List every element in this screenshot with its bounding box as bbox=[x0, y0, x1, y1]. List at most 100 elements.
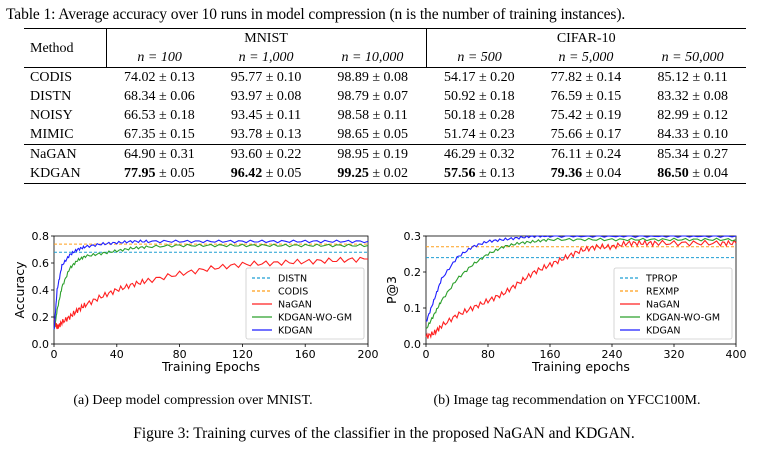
best-value: 86.50 bbox=[657, 166, 689, 181]
legend-label: KDGAN-WO-GM bbox=[646, 313, 720, 324]
method-cell: NOISY bbox=[30, 108, 73, 123]
results-table: Method MNIST CIFAR-10 n = 100 n = 1,000 … bbox=[24, 28, 746, 184]
value-cell: 85.12 ± 0.11 bbox=[657, 70, 728, 85]
n-header: n = 1,000 bbox=[238, 50, 294, 65]
y-tick-label: 0.4 bbox=[32, 284, 50, 297]
value-cell: 93.97 ± 0.08 bbox=[230, 89, 302, 104]
legend-box bbox=[613, 267, 733, 340]
series-line bbox=[53, 239, 369, 330]
best-value: 99.25 bbox=[337, 166, 369, 181]
value-cell: 76.11 ± 0.24 bbox=[550, 147, 622, 162]
y-tick-label: 0.2 bbox=[404, 266, 422, 279]
group-header-cifar: CIFAR-10 bbox=[556, 31, 616, 46]
value-cell: 64.90 ± 0.31 bbox=[124, 147, 195, 162]
x-axis-label: Training epochs bbox=[531, 359, 630, 374]
plot-b: 0 80 160 240 320 400 0.0 0.1 0.2 0.3 Training epoc… bbox=[382, 228, 752, 388]
x-tick-label: 400 bbox=[726, 348, 747, 361]
value-cell: 77.82 ± 0.14 bbox=[550, 70, 622, 85]
subcaption-b: (b) Image tag recommendation on YFCC100M… bbox=[433, 393, 701, 408]
legend-label: KDGAN bbox=[278, 326, 313, 337]
x-tick-label: 160 bbox=[540, 348, 561, 361]
subcaption-a: (a) Deep model compression over MNIST. bbox=[73, 393, 313, 408]
method-header: Method bbox=[24, 28, 107, 68]
std-value: ± 0.04 bbox=[585, 166, 622, 181]
value-cell: 74.02 ± 0.13 bbox=[124, 70, 195, 85]
value-cell: 50.92 ± 0.18 bbox=[443, 89, 515, 104]
value-cell: 84.33 ± 0.10 bbox=[657, 127, 728, 142]
value-cell: 98.95 ± 0.19 bbox=[337, 147, 409, 162]
legend-label: CODIS bbox=[278, 287, 308, 298]
n-header: n = 5,000 bbox=[558, 50, 614, 65]
x-tick-label: 0 bbox=[423, 348, 430, 361]
value-cell: 93.78 ± 0.13 bbox=[230, 127, 302, 142]
series-line bbox=[53, 243, 369, 330]
x-tick-label: 120 bbox=[232, 348, 253, 361]
method-cell: MIMIC bbox=[30, 127, 74, 142]
best-value: 96.42 bbox=[230, 166, 263, 181]
series-line bbox=[425, 237, 737, 329]
n-header: n = 100 bbox=[137, 50, 182, 65]
value-cell: 82.99 ± 0.12 bbox=[657, 108, 728, 123]
value-cell: 98.65 ± 0.05 bbox=[337, 127, 409, 142]
y-tick-label: 0.8 bbox=[32, 230, 50, 243]
std-value: ± 0.13 bbox=[478, 166, 515, 181]
value-cell: 76.59 ± 0.15 bbox=[550, 89, 622, 104]
std-value: ± 0.04 bbox=[692, 166, 728, 181]
y-tick-label: 0.0 bbox=[32, 338, 50, 351]
value-cell: 77.95 ± 0.05 bbox=[106, 164, 213, 184]
x-tick-label: 160 bbox=[295, 348, 316, 361]
value-cell: 46.29 ± 0.32 bbox=[443, 147, 515, 162]
value-cell: 51.74 ± 0.23 bbox=[443, 127, 515, 142]
y-axis-label: Accuracy bbox=[12, 261, 27, 319]
std-value: ± 0.05 bbox=[159, 166, 195, 181]
figure-caption: Figure 3: Training curves of the classif… bbox=[133, 425, 635, 442]
n-header: n = 10,000 bbox=[319, 48, 427, 68]
x-tick-label: 80 bbox=[481, 348, 495, 361]
best-value: 77.95 bbox=[124, 166, 156, 181]
y-tick-label: 0.2 bbox=[32, 311, 50, 324]
value-cell: 67.35 ± 0.15 bbox=[124, 127, 195, 142]
value-cell: 93.45 ± 0.11 bbox=[230, 108, 302, 123]
y-axis-label: P@3 bbox=[384, 276, 399, 304]
value-cell: 96.42 ± 0.05 bbox=[213, 164, 320, 184]
value-cell: 98.79 ± 0.07 bbox=[337, 89, 409, 104]
value-cell: 95.77 ± 0.10 bbox=[230, 70, 302, 85]
x-tick-label: 0 bbox=[51, 348, 58, 361]
legend-label: REXMP bbox=[646, 287, 679, 298]
y-tick-label: 0.0 bbox=[404, 338, 422, 351]
method-cell: KDGAN bbox=[30, 166, 81, 181]
x-tick-label: 240 bbox=[602, 348, 623, 361]
legend-box bbox=[245, 267, 365, 340]
y-tick-label: 0.1 bbox=[404, 302, 422, 315]
precision-chart: 0 80 160 240 320 400 0.0 0.1 0.2 0.3 Training epoc… bbox=[384, 230, 747, 374]
legend-label: TPROP bbox=[645, 274, 678, 285]
legend-label: KDGAN-WO-GM bbox=[278, 313, 352, 324]
series-line bbox=[425, 235, 737, 322]
best-value: 79.36 bbox=[550, 166, 583, 181]
n-header: n = 50,000 bbox=[661, 50, 724, 65]
value-cell: 85.34 ± 0.27 bbox=[657, 147, 728, 162]
legend-label: KDGAN bbox=[646, 326, 681, 337]
value-cell: 68.34 ± 0.06 bbox=[124, 89, 195, 104]
x-axis-label: Training Epochs bbox=[161, 359, 260, 374]
std-value: ± 0.02 bbox=[372, 166, 409, 181]
plot-frame bbox=[425, 235, 737, 345]
value-cell: 99.25 ± 0.02 bbox=[319, 164, 426, 184]
accuracy-chart: 0 40 80 120 160 200 0.0 0.2 0.4 0.6 0.8 Training Ep… bbox=[12, 230, 379, 374]
table-row: MIMIC 67.35 ± 0.15 93.78 ± 0.13 98.65 ± … bbox=[24, 125, 746, 145]
legend-label: NaGAN bbox=[646, 300, 680, 311]
value-cell: 98.58 ± 0.11 bbox=[337, 108, 408, 123]
table-row: NaGAN 64.90 ± 0.31 93.60 ± 0.22 98.95 ± … bbox=[24, 144, 746, 165]
best-value: 57.56 bbox=[443, 166, 476, 181]
n-header: n = 500 bbox=[457, 50, 502, 65]
y-tick-label: 0.6 bbox=[32, 257, 50, 270]
value-cell: 93.60 ± 0.22 bbox=[230, 147, 302, 162]
group-header-mnist: MNIST bbox=[106, 28, 427, 48]
value-cell: 83.32 ± 0.08 bbox=[657, 89, 728, 104]
x-tick-label: 80 bbox=[173, 348, 187, 361]
table-caption: Table 1: Average accuracy over 10 runs i… bbox=[6, 6, 626, 23]
value-cell: 54.17 ± 0.20 bbox=[443, 70, 515, 85]
x-tick-label: 40 bbox=[110, 348, 124, 361]
value-cell: 57.56 ± 0.13 bbox=[426, 164, 533, 184]
series-line bbox=[53, 256, 369, 330]
